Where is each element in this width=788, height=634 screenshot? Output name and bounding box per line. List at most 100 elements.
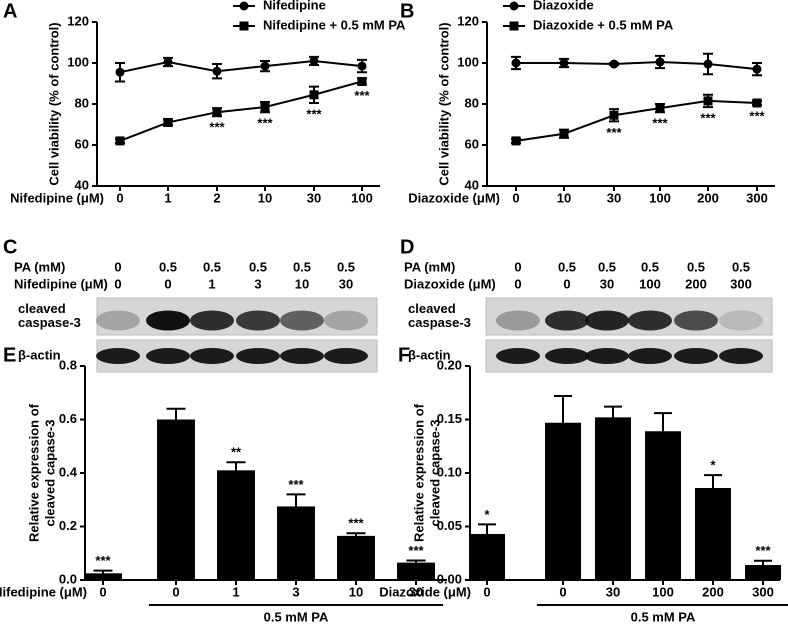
- series-line: [515, 99, 758, 142]
- y-tick-label: 0.20: [437, 357, 462, 372]
- panel-label: B: [400, 0, 414, 22]
- data-point: [163, 117, 173, 127]
- y-axis-label: Cell viability (% of control): [436, 22, 451, 185]
- row-value: 10: [295, 276, 309, 291]
- significance: **: [231, 445, 242, 460]
- bracket-label: 0.5 mM PA: [264, 609, 329, 624]
- data-point: [511, 58, 521, 68]
- blot-strip: [96, 297, 378, 336]
- error-bar: [604, 405, 622, 418]
- x-axis-label: Diazoxide (μM): [408, 190, 500, 205]
- blot-band: [236, 310, 280, 331]
- significance: ***: [257, 116, 273, 131]
- bar: [545, 422, 581, 580]
- significance: ***: [209, 120, 225, 135]
- x-tick-label: 2: [213, 190, 220, 205]
- bar: [217, 470, 255, 580]
- significance: ***: [408, 543, 424, 558]
- bar: [157, 419, 195, 580]
- bar: [337, 535, 375, 580]
- row-value: 1: [208, 276, 215, 291]
- legend-label: Nifedipine: [263, 0, 326, 12]
- row-value: 0.5: [293, 259, 311, 274]
- data-point: [609, 59, 619, 69]
- x-tick-label: 1: [232, 584, 239, 599]
- data-point: [357, 76, 367, 86]
- data-point: [703, 59, 713, 69]
- error-bar: [478, 523, 496, 534]
- series-line: [516, 60, 758, 71]
- row-value: 0.5: [337, 259, 355, 274]
- panel-label: F: [398, 344, 410, 366]
- error-bar: [226, 461, 246, 471]
- significance: ***: [348, 516, 364, 531]
- bar: [595, 417, 631, 580]
- data-point: [212, 66, 222, 76]
- blot-band: [146, 348, 190, 364]
- blot-band: [324, 310, 368, 331]
- y-tick-label: 40: [465, 177, 479, 192]
- legend-label: Diazoxide + 0.5 mM PA: [533, 17, 674, 32]
- y-tick-label: 0.00: [437, 571, 462, 586]
- row-value: 0: [514, 259, 521, 274]
- y-tick-label: 40: [75, 177, 89, 192]
- x-tick-label: 200: [697, 190, 719, 205]
- bar: [645, 431, 681, 580]
- row-value: 0.5: [249, 259, 267, 274]
- row-label: Nifedipine (μM): [14, 276, 108, 291]
- band-label: β-actin: [408, 347, 451, 362]
- y-tick-label: 60: [75, 136, 89, 151]
- panel-label: C: [3, 236, 17, 258]
- row-label: PA (mM): [404, 259, 455, 274]
- blot-band: [545, 310, 589, 331]
- panel-label: E: [3, 344, 16, 366]
- y-axis-label: cleaved capase-3: [427, 420, 442, 527]
- x-tick-label: 30: [409, 584, 423, 599]
- blot-band: [280, 348, 324, 364]
- x-tick-label: 0: [512, 190, 519, 205]
- error-bar: [654, 412, 672, 432]
- x-tick-label: 200: [702, 584, 724, 599]
- data-point: [212, 107, 222, 117]
- x-tick-label: 30: [606, 584, 620, 599]
- blot-band: [628, 310, 672, 331]
- significance: *: [710, 458, 716, 473]
- row-value: 0.5: [598, 259, 616, 274]
- data-point: [309, 90, 319, 100]
- x-tick-label: 10: [349, 584, 363, 599]
- significance: *: [484, 507, 490, 522]
- row-value: 0.5: [732, 259, 750, 274]
- y-tick-label: 0.2: [59, 518, 77, 533]
- y-tick-label: 100: [457, 54, 479, 69]
- row-value: 0: [114, 259, 121, 274]
- x-tick-label: 1: [164, 190, 171, 205]
- data-point: [511, 136, 521, 146]
- blot-band: [190, 348, 234, 364]
- blot-band: [190, 310, 234, 331]
- data-point: [559, 129, 569, 139]
- row-value: 3: [254, 276, 261, 291]
- series-line: [119, 59, 363, 74]
- x-tick-label: 300: [746, 190, 768, 205]
- row-value: 0: [164, 276, 171, 291]
- legend-marker: [239, 21, 249, 31]
- data-point: [655, 103, 665, 113]
- x-tick-label: 100: [652, 584, 674, 599]
- error-bar: [554, 394, 572, 423]
- series-line: [119, 80, 363, 142]
- x-tick-label: 0: [172, 584, 179, 599]
- blot-band: [496, 348, 540, 364]
- blot-band: [585, 348, 629, 364]
- data-point: [115, 67, 125, 77]
- legend-label: Diazoxide: [533, 0, 594, 12]
- bracket-label: 0.5 mM PA: [631, 609, 696, 624]
- row-label: Diazoxide (μM): [404, 276, 496, 291]
- row-value: 30: [339, 276, 353, 291]
- x-tick-label: 0: [116, 190, 123, 205]
- data-point: [309, 56, 319, 66]
- y-tick-label: 0.15: [437, 411, 462, 426]
- x-tick-label: 0: [99, 584, 106, 599]
- row-value: 0.5: [203, 259, 221, 274]
- data-point: [752, 64, 762, 74]
- x-axis-label: Nifedipine (μM): [10, 190, 104, 205]
